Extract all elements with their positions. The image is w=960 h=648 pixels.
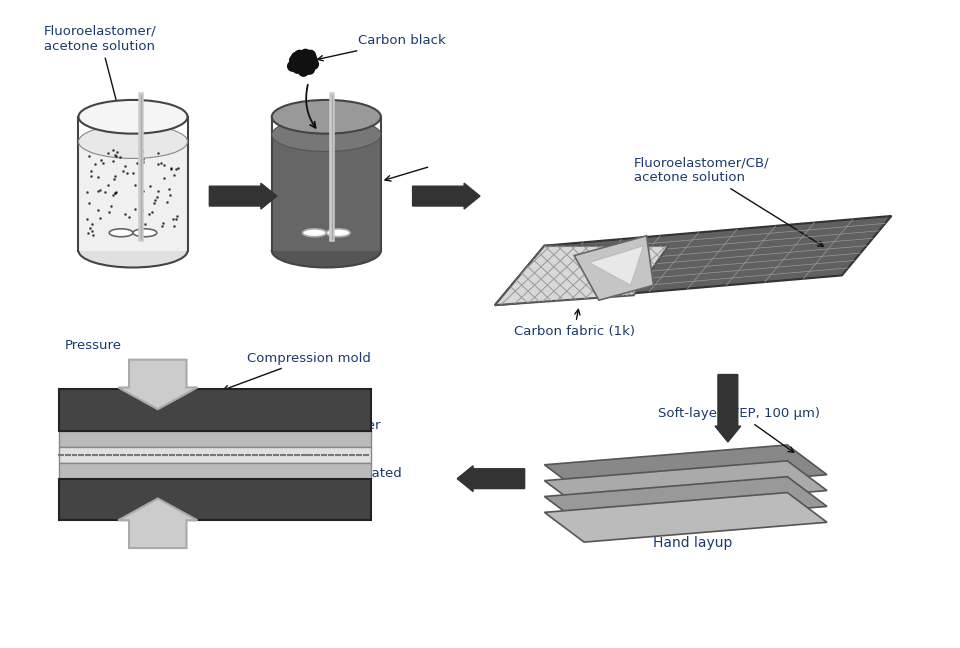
Circle shape — [308, 59, 319, 69]
Text: Soft-layer: Soft-layer — [300, 419, 381, 439]
Bar — [59, 447, 371, 463]
Bar — [273, 135, 380, 251]
Ellipse shape — [79, 234, 187, 268]
Bar — [59, 389, 371, 431]
Ellipse shape — [272, 118, 381, 152]
Polygon shape — [589, 246, 643, 285]
FancyArrow shape — [209, 183, 276, 209]
Polygon shape — [544, 461, 827, 511]
Circle shape — [305, 51, 316, 60]
Circle shape — [307, 56, 318, 66]
Circle shape — [302, 60, 312, 70]
Circle shape — [295, 51, 304, 60]
Bar — [59, 479, 371, 520]
Circle shape — [296, 58, 305, 68]
Ellipse shape — [326, 229, 350, 237]
FancyArrow shape — [715, 375, 741, 442]
Polygon shape — [574, 236, 654, 300]
Text: Fluoroelastomer/
acetone solution: Fluoroelastomer/ acetone solution — [44, 25, 156, 122]
Polygon shape — [494, 216, 892, 305]
Ellipse shape — [302, 229, 326, 237]
Ellipse shape — [109, 229, 133, 237]
Text: Carbon fabric (1k): Carbon fabric (1k) — [514, 309, 635, 338]
Text: Pressure: Pressure — [65, 339, 122, 352]
Ellipse shape — [133, 229, 156, 237]
Text: Carbon black: Carbon black — [318, 34, 445, 61]
FancyArrow shape — [118, 360, 198, 410]
Bar — [59, 431, 371, 447]
FancyArrow shape — [413, 183, 480, 209]
Ellipse shape — [272, 100, 381, 133]
Text: Impregnated
fabrics: Impregnated fabrics — [300, 456, 402, 495]
FancyArrow shape — [457, 466, 524, 492]
Text: Soft-layer (FEP, 100 μm): Soft-layer (FEP, 100 μm) — [659, 407, 821, 452]
Circle shape — [306, 53, 317, 64]
Ellipse shape — [79, 124, 187, 158]
Circle shape — [300, 57, 310, 67]
Circle shape — [304, 64, 315, 74]
Polygon shape — [544, 477, 827, 526]
Polygon shape — [544, 445, 827, 494]
Circle shape — [290, 55, 300, 65]
Polygon shape — [494, 246, 668, 305]
Text: Fluoroelastomer/CB/
acetone solution: Fluoroelastomer/CB/ acetone solution — [634, 156, 824, 246]
Polygon shape — [544, 492, 827, 542]
Ellipse shape — [79, 100, 187, 133]
Text: Hand layup: Hand layup — [654, 536, 732, 550]
Circle shape — [299, 66, 308, 76]
Circle shape — [292, 52, 301, 62]
Ellipse shape — [272, 234, 381, 268]
FancyArrow shape — [118, 498, 198, 548]
Circle shape — [293, 64, 302, 73]
Circle shape — [288, 62, 298, 71]
Circle shape — [300, 49, 310, 59]
Bar — [80, 141, 186, 251]
Text: Compression mold: Compression mold — [224, 352, 371, 391]
Bar — [59, 463, 371, 479]
